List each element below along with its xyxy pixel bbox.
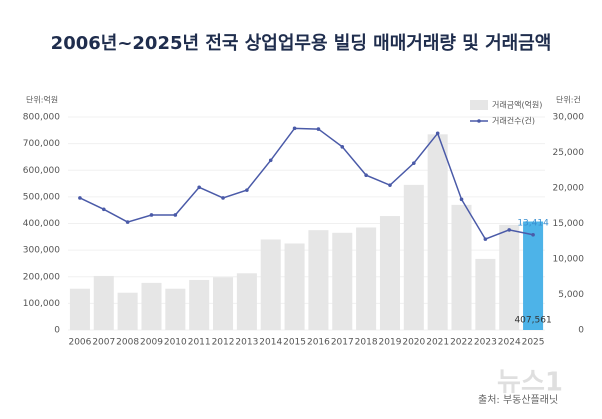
- y2-tick-label: 10,000: [553, 255, 585, 265]
- x-tick-label: 2011: [188, 338, 211, 348]
- bar: [451, 204, 472, 330]
- y-tick-label: 600,000: [23, 166, 60, 176]
- bar: [356, 227, 377, 330]
- legend-swatch: [470, 100, 488, 110]
- legend-label: 거래건수(건): [492, 116, 535, 126]
- x-tick-label: 2015: [283, 338, 306, 348]
- x-tick-label: 2014: [259, 338, 282, 348]
- y2-unit: 단위:건: [556, 95, 581, 105]
- x-tick-label: 2021: [426, 338, 449, 348]
- chart-title: 2006년~2025년 전국 상업업무용 빌딩 매매거래량 및 거래금액: [51, 33, 552, 54]
- line-value-label: 13,414: [517, 218, 549, 228]
- x-tick-label: 2023: [474, 338, 497, 348]
- y-tick-label: 100,000: [23, 299, 60, 309]
- bar: [260, 239, 281, 330]
- x-tick-label: 2009: [140, 338, 163, 348]
- line-point: [292, 126, 297, 131]
- bar: [308, 230, 329, 330]
- line-point: [531, 232, 535, 237]
- y2-tick-label: 0: [578, 326, 584, 336]
- bar: [332, 232, 353, 330]
- bar: [189, 279, 210, 330]
- y-unit: 단위:억원: [26, 95, 58, 105]
- x-tick-label: 2006: [68, 338, 91, 348]
- line-point: [197, 185, 201, 190]
- line-point: [125, 220, 130, 224]
- y-tick-label: 500,000: [23, 192, 60, 202]
- x-tick-label: 2016: [307, 338, 330, 348]
- x-tick-label: 2024: [498, 338, 521, 348]
- legend-label: 거래금액(억원): [492, 100, 542, 110]
- line-point: [173, 213, 178, 217]
- bar-value-label: 407,561: [514, 316, 551, 326]
- y-tick-label: 300,000: [23, 246, 60, 256]
- y2-tick-label: 25,000: [553, 148, 585, 158]
- y-tick-label: 200,000: [23, 272, 60, 282]
- bar: [236, 273, 257, 330]
- line-point: [340, 145, 345, 149]
- y-tick-label: 400,000: [23, 219, 60, 229]
- line-point: [316, 127, 321, 131]
- bar: [427, 134, 448, 330]
- bar: [69, 288, 90, 330]
- bar: [141, 282, 162, 330]
- bar: [475, 258, 496, 330]
- bar: [284, 243, 305, 330]
- y2-tick-label: 15,000: [553, 219, 585, 229]
- line-point: [435, 131, 440, 136]
- line-point: [364, 173, 368, 178]
- x-tick-label: 2010: [164, 338, 187, 348]
- line-point: [412, 161, 416, 165]
- x-tick-label: 2019: [379, 338, 402, 348]
- x-tick-label: 2017: [331, 338, 354, 348]
- line-point: [388, 183, 392, 187]
- bar: [379, 216, 400, 330]
- bar: [499, 224, 520, 330]
- y2-tick-label: 20,000: [553, 184, 585, 194]
- watermark: 뉴스1: [497, 368, 563, 398]
- bar: [117, 292, 138, 330]
- line-point: [245, 188, 249, 192]
- x-tick-label: 2018: [355, 338, 378, 348]
- line-point: [149, 213, 154, 217]
- x-tick-label: 2020: [402, 338, 425, 348]
- x-tick-label: 2025: [522, 338, 545, 348]
- legend-swatch: [477, 119, 481, 123]
- y2-tick-label: 5,000: [558, 290, 584, 300]
- line-point: [101, 207, 106, 212]
- line-point: [483, 237, 488, 241]
- x-tick-label: 2022: [450, 338, 473, 348]
- y-tick-label: 0: [54, 326, 60, 336]
- x-tick-label: 2007: [92, 338, 115, 348]
- bar: [213, 277, 234, 330]
- line-point: [78, 196, 82, 200]
- bar: [403, 184, 424, 330]
- line: [79, 127, 534, 241]
- y-tick-label: 700,000: [23, 139, 60, 149]
- x-tick-label: 2008: [116, 338, 139, 348]
- x-tick-label: 2012: [212, 338, 235, 348]
- y-tick-label: 800,000: [23, 113, 60, 123]
- line-point: [507, 228, 512, 232]
- source: 출처: 부동산플래닛: [478, 394, 558, 406]
- line-point: [268, 158, 273, 163]
- bar: [523, 221, 544, 330]
- x-tick-label: 2013: [235, 338, 258, 348]
- line-point: [459, 197, 464, 202]
- bar: [93, 275, 114, 330]
- line-point: [221, 196, 225, 200]
- y2-tick-label: 30,000: [553, 113, 585, 123]
- bar: [165, 288, 186, 330]
